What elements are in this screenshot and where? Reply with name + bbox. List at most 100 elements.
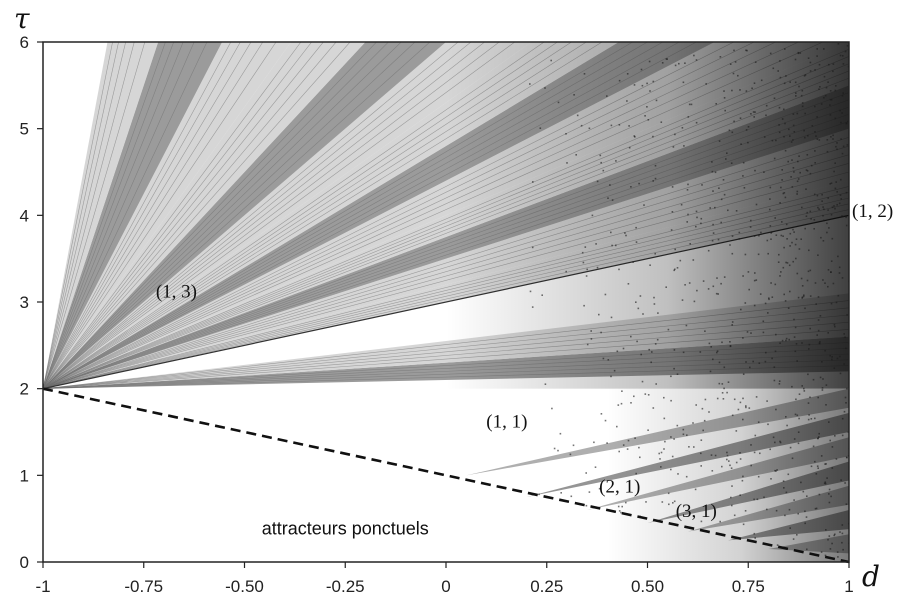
speckle-dot	[676, 267, 679, 269]
y-tick-label: 6	[20, 33, 29, 52]
speckle-dot	[610, 375, 612, 378]
speckle-dot	[588, 491, 591, 493]
speckle-dot	[718, 140, 721, 142]
speckle-dot	[795, 398, 797, 401]
speckle-dot	[775, 470, 777, 472]
speckle-dot	[611, 244, 613, 247]
x-axis: -1 -0.75 -0.50 -0.25 0 0.25 0.50 0.75 1	[35, 562, 854, 596]
speckle-dot	[819, 315, 822, 317]
speckle-dot	[659, 458, 661, 460]
speckle-dot	[595, 243, 597, 245]
speckle-dot	[845, 347, 847, 350]
speckle-dot	[690, 103, 693, 106]
speckle-dot	[834, 207, 836, 210]
fan-ray	[43, 42, 208, 389]
speckle-dot	[823, 96, 825, 99]
speckle-dot	[783, 246, 785, 249]
speckle-dot	[723, 276, 726, 278]
speckle-dot	[787, 307, 790, 309]
speckle-dot	[809, 172, 812, 175]
speckle-dot	[673, 438, 675, 440]
speckle-dot	[673, 269, 675, 272]
speckle-dot	[809, 396, 811, 399]
speckle-dot	[695, 225, 697, 228]
speckle-dot	[660, 121, 663, 123]
speckle-dot	[844, 336, 846, 338]
fan-ray	[43, 42, 485, 389]
speckle-dot	[682, 433, 685, 436]
speckle-dot	[814, 150, 816, 152]
speckle-dot	[660, 451, 663, 454]
speckle-dot	[757, 421, 760, 423]
speckle-dot	[846, 144, 849, 146]
speckle-dot	[721, 383, 724, 385]
speckle-dot	[598, 487, 601, 490]
speckle-dot	[681, 127, 684, 129]
speckle-dot	[618, 510, 621, 512]
speckle-dot	[828, 535, 831, 537]
speckle-dot	[539, 127, 542, 129]
speckle-dot	[723, 366, 726, 369]
speckle-dot	[779, 441, 782, 444]
speckle-dot	[814, 460, 816, 463]
speckle-dot	[816, 465, 819, 467]
speckle-dot	[606, 442, 608, 444]
speckle-dot	[720, 282, 722, 285]
speckle-dot	[769, 225, 772, 227]
speckle-dot	[766, 239, 769, 242]
speckle-dot	[780, 234, 783, 237]
speckle-dot	[825, 86, 828, 89]
speckle-dot	[817, 319, 820, 321]
speckle-dot	[726, 391, 728, 394]
speckle-dot	[714, 206, 716, 209]
speckle-dot	[779, 202, 781, 204]
speckle-dot	[838, 202, 841, 205]
speckle-dot	[684, 284, 686, 286]
speckle-dot	[593, 441, 595, 444]
speckle-dot	[807, 402, 810, 404]
speckle-dot	[616, 425, 618, 428]
speckle-dot	[789, 135, 791, 137]
speckle-dot	[775, 509, 778, 512]
speckle-dot	[575, 154, 577, 156]
speckle-dot	[783, 108, 785, 111]
speckle-dot	[824, 282, 826, 284]
speckle-dot	[667, 328, 670, 331]
speckle-dot	[842, 92, 844, 94]
speckle-dot	[820, 103, 823, 105]
speckle-dot	[845, 224, 848, 227]
speckle-dot	[688, 103, 691, 106]
speckle-dot	[798, 393, 801, 395]
speckle-dot	[784, 196, 787, 199]
speckle-dot	[752, 111, 755, 113]
fan-ray	[43, 42, 232, 389]
speckle-dot	[686, 434, 688, 436]
speckle-dot	[825, 384, 828, 386]
speckle-dot	[684, 62, 686, 64]
speckle-dot	[760, 79, 763, 82]
speckle-dot	[626, 100, 628, 102]
speckle-dot	[740, 143, 742, 145]
speckle-dot	[700, 452, 702, 455]
speckle-dot	[799, 52, 802, 54]
speckle-dot	[640, 68, 643, 71]
speckle-dot	[742, 475, 744, 478]
speckle-dot	[626, 73, 629, 75]
speckle-dot	[673, 349, 676, 351]
speckle-dot	[621, 390, 623, 392]
speckle-dot	[718, 382, 721, 385]
fan-ray	[43, 42, 312, 389]
speckle-dot	[835, 301, 838, 304]
speckle-dot	[630, 335, 632, 338]
speckle-dot	[829, 183, 831, 185]
speckle-dot	[795, 257, 797, 260]
speckle-dot	[742, 161, 745, 164]
speckle-dot	[733, 49, 735, 52]
speckle-dot	[721, 341, 723, 344]
speckle-dot	[785, 491, 788, 494]
speckle-dot	[723, 193, 726, 196]
speckle-dot	[717, 293, 719, 295]
speckle-dot	[731, 414, 734, 417]
speckle-dot	[676, 373, 679, 375]
speckle-dot	[742, 523, 745, 526]
